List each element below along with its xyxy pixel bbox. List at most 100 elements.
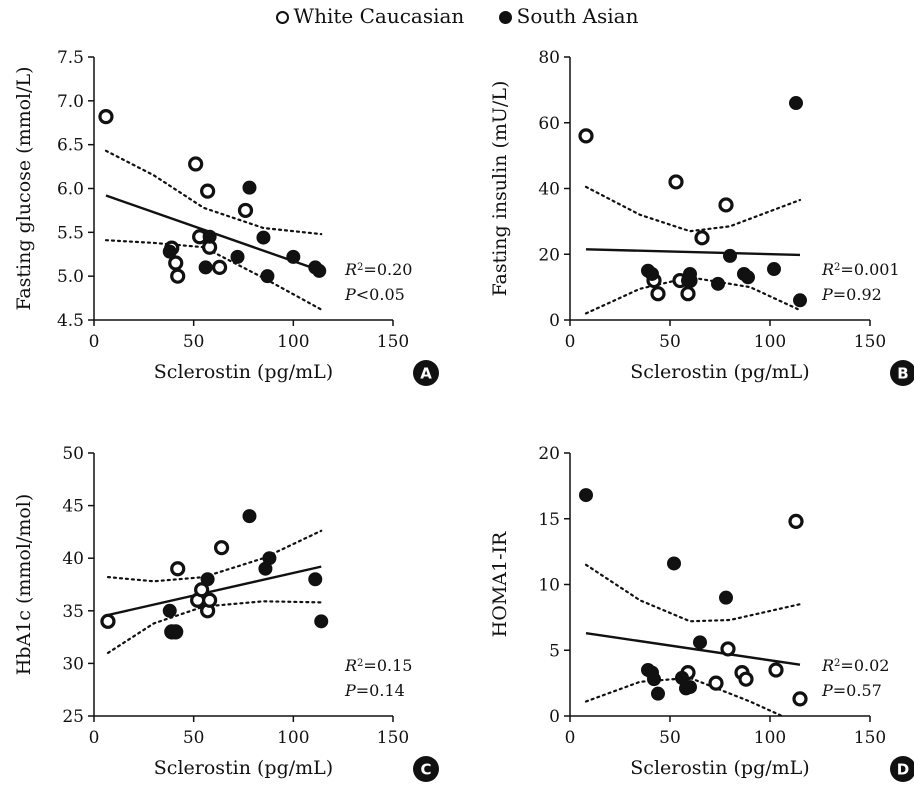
point-white-caucasian xyxy=(650,286,666,302)
y-tick-label: 5.0 xyxy=(57,267,84,287)
panel-badge-label: C xyxy=(420,761,431,779)
point-white-caucasian xyxy=(578,128,594,144)
y-axis-title: HbA1c (mmol/mol) xyxy=(13,494,35,676)
point-south-asian xyxy=(767,262,781,277)
point-white-caucasian xyxy=(98,109,114,125)
point-south-asian xyxy=(645,266,659,281)
point-white-caucasian xyxy=(188,156,204,172)
point-south-asian xyxy=(262,551,277,566)
point-south-asian xyxy=(230,249,245,264)
y-tick-label: 60 xyxy=(538,114,560,134)
point-south-asian xyxy=(242,180,257,195)
point-south-asian xyxy=(789,96,803,111)
point-white-caucasian xyxy=(668,174,684,190)
point-white-caucasian xyxy=(788,513,804,529)
point-white-caucasian xyxy=(768,662,784,678)
point-white-caucasian xyxy=(202,592,218,608)
confidence-band-upper xyxy=(584,563,802,623)
point-white-caucasian xyxy=(213,540,230,556)
panel-b: 0 20 40 60 80 0 50 100 150 Sclerostin (pg/mL) Fast… xyxy=(489,48,914,386)
point-south-asian xyxy=(741,270,755,285)
point-south-asian xyxy=(683,266,697,281)
point-south-asian xyxy=(198,260,213,275)
filled-circle-marker-icon xyxy=(498,11,512,24)
regression-line xyxy=(107,565,322,617)
point-white-caucasian xyxy=(680,286,696,302)
p-value-label: P<0.05 xyxy=(344,285,405,304)
regression-line xyxy=(585,631,801,666)
y-tick-label: 7.5 xyxy=(57,48,84,68)
point-south-asian xyxy=(200,572,215,587)
y-tick-label: 40 xyxy=(538,180,560,200)
point-white-caucasian xyxy=(100,613,116,629)
confidence-band-upper xyxy=(104,149,323,236)
y-axis-title: Fasting glucose (mmol/L) xyxy=(13,66,35,310)
y-tick-label: 6.0 xyxy=(57,180,84,200)
x-tick-label: 0 xyxy=(89,728,100,748)
point-white-caucasian xyxy=(170,268,186,284)
r-squared-label: R2=0.001 xyxy=(821,260,900,279)
y-tick-label: 20 xyxy=(538,444,560,464)
point-south-asian xyxy=(202,229,217,244)
open-circle-marker-icon xyxy=(275,11,289,24)
panel-badge xyxy=(413,756,439,782)
point-white-caucasian xyxy=(708,675,724,691)
point-south-asian xyxy=(162,603,177,618)
x-tick-label: 150 xyxy=(377,332,409,352)
y-tick-label: 10 xyxy=(538,576,560,596)
panel-badge-label: D xyxy=(897,761,909,779)
x-tick-label: 0 xyxy=(565,332,576,352)
point-south-asian xyxy=(723,248,737,263)
panel-badge-label: B xyxy=(897,365,908,383)
point-white-caucasian xyxy=(792,691,808,707)
point-south-asian xyxy=(579,488,593,503)
x-axis-title: Sclerostin (pg/mL) xyxy=(630,361,809,383)
point-south-asian xyxy=(711,276,725,291)
x-tick-label: 0 xyxy=(565,728,576,748)
point-white-caucasian xyxy=(194,582,210,598)
point-south-asian xyxy=(308,572,323,587)
y-tick-label: 6.5 xyxy=(57,136,84,156)
y-tick-label: 4.5 xyxy=(57,311,84,331)
x-tick-label: 0 xyxy=(89,332,100,352)
x-tick-label: 100 xyxy=(754,332,786,352)
panel-badge xyxy=(890,360,914,386)
y-tick-label: 5 xyxy=(549,641,560,661)
y-tick-label: 35 xyxy=(62,602,84,622)
y-tick-label: 40 xyxy=(62,549,84,569)
x-axis-title: Sclerostin (pg/mL) xyxy=(154,757,333,779)
x-tick-label: 50 xyxy=(183,728,205,748)
panel-badge-label: A xyxy=(420,365,432,383)
x-axis-title: Sclerostin (pg/mL) xyxy=(154,361,333,383)
x-tick-label: 150 xyxy=(854,332,886,352)
point-south-asian xyxy=(162,244,177,259)
point-white-caucasian xyxy=(200,183,216,199)
regression-line xyxy=(585,248,801,257)
r-squared-label: R2=0.20 xyxy=(344,260,412,279)
y-tick-label: 5.5 xyxy=(57,223,84,243)
legend-label-white-caucasian: White Caucasian xyxy=(293,4,465,28)
point-white-caucasian xyxy=(694,230,710,246)
point-south-asian xyxy=(647,672,661,687)
point-white-caucasian xyxy=(738,671,754,687)
point-south-asian xyxy=(312,263,327,278)
point-south-asian xyxy=(667,556,681,571)
point-south-asian xyxy=(314,614,329,629)
y-tick-label: 15 xyxy=(538,510,560,530)
point-south-asian xyxy=(242,509,257,524)
y-tick-label: 0 xyxy=(549,311,560,331)
point-south-asian xyxy=(719,590,733,605)
x-tick-label: 50 xyxy=(659,332,681,352)
point-south-asian xyxy=(286,249,301,264)
panel-d: 0 5 10 15 20 0 50 100 150 Sclerostin (pg/mL) HOMA1… xyxy=(489,444,914,782)
y-tick-label: 7.0 xyxy=(57,92,84,112)
point-south-asian xyxy=(166,624,181,639)
y-axis-title: Fasting insulin (mU/L) xyxy=(489,81,511,297)
point-south-asian xyxy=(793,293,807,308)
confidence-band-upper xyxy=(584,185,802,233)
y-tick-label: 50 xyxy=(62,444,84,464)
panel-badge xyxy=(413,360,439,386)
panel-badge xyxy=(890,756,914,782)
legend-item-white-caucasian: White Caucasian xyxy=(275,4,465,28)
